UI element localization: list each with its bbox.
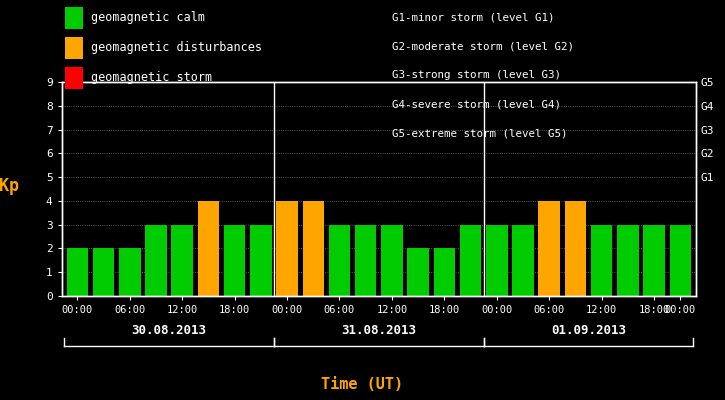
- Bar: [381, 225, 402, 296]
- Bar: [119, 248, 141, 296]
- Bar: [67, 248, 88, 296]
- Text: 30.08.2013: 30.08.2013: [132, 324, 207, 336]
- Bar: [355, 225, 376, 296]
- Text: geomagnetic calm: geomagnetic calm: [91, 12, 204, 24]
- Text: 01.09.2013: 01.09.2013: [551, 324, 626, 336]
- Bar: [302, 201, 324, 296]
- Text: G5-extreme storm (level G5): G5-extreme storm (level G5): [392, 128, 567, 138]
- Text: G1-minor storm (level G1): G1-minor storm (level G1): [392, 13, 554, 23]
- Bar: [486, 225, 508, 296]
- Bar: [539, 201, 560, 296]
- Bar: [93, 248, 115, 296]
- Bar: [276, 201, 298, 296]
- Text: geomagnetic storm: geomagnetic storm: [91, 72, 212, 84]
- Bar: [669, 225, 691, 296]
- Bar: [198, 201, 219, 296]
- Bar: [565, 201, 587, 296]
- Bar: [460, 225, 481, 296]
- Bar: [513, 225, 534, 296]
- Bar: [145, 225, 167, 296]
- Bar: [224, 225, 245, 296]
- Bar: [171, 225, 193, 296]
- Bar: [250, 225, 272, 296]
- Text: 31.08.2013: 31.08.2013: [341, 324, 416, 336]
- Text: Kp: Kp: [0, 177, 20, 195]
- Text: G2-moderate storm (level G2): G2-moderate storm (level G2): [392, 42, 573, 52]
- Bar: [407, 248, 429, 296]
- Bar: [434, 248, 455, 296]
- Bar: [617, 225, 639, 296]
- Text: G4-severe storm (level G4): G4-severe storm (level G4): [392, 99, 560, 109]
- Text: G3-strong storm (level G3): G3-strong storm (level G3): [392, 70, 560, 80]
- Bar: [591, 225, 613, 296]
- Bar: [328, 225, 350, 296]
- Text: geomagnetic disturbances: geomagnetic disturbances: [91, 42, 262, 54]
- Bar: [643, 225, 665, 296]
- Text: Time (UT): Time (UT): [321, 377, 404, 392]
